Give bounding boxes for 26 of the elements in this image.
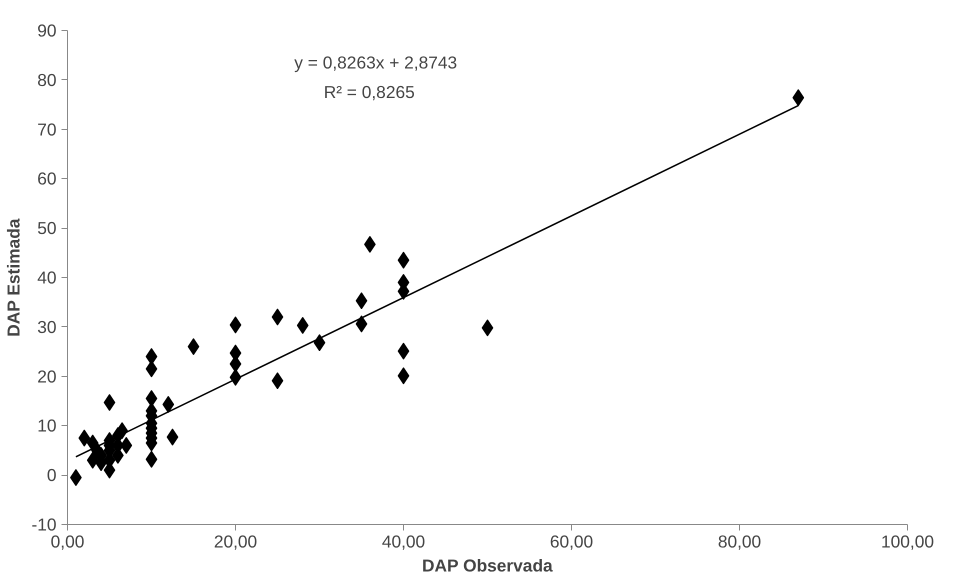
- y-tick-label: 60: [37, 168, 57, 189]
- y-tick-label: 10: [37, 416, 57, 436]
- y-tick-label: 20: [37, 366, 57, 386]
- point: [162, 396, 174, 413]
- annotation: R² = 0,8265: [324, 82, 415, 102]
- x-axis-title: DAP Observada: [422, 556, 554, 576]
- y-tick-label: 90: [37, 20, 57, 40]
- annotation: y = 0,8263x + 2,8743: [294, 52, 458, 72]
- x-tick-label: 20,00: [214, 532, 258, 552]
- point: [792, 89, 804, 106]
- x-tick-label: 60,00: [550, 532, 594, 552]
- x-tick-label: 80,00: [718, 532, 762, 552]
- x-tick-label: 100,00: [881, 532, 934, 552]
- y-tick-label: 80: [37, 70, 57, 90]
- x-tick-label: 40,00: [382, 532, 426, 552]
- y-tick-label: 70: [37, 119, 57, 140]
- x-tick-label: 0,00: [50, 532, 84, 552]
- y-tick-label: 30: [37, 316, 57, 337]
- point: [78, 430, 90, 447]
- y-tick-label: 40: [37, 268, 57, 288]
- y-axis-title: DAP Estimada: [3, 218, 24, 337]
- y-tick-label: 0: [46, 465, 57, 486]
- point: [120, 436, 132, 454]
- y-tick-label: 50: [37, 218, 57, 238]
- point: [296, 316, 309, 334]
- y-tick-label: -10: [31, 514, 56, 534]
